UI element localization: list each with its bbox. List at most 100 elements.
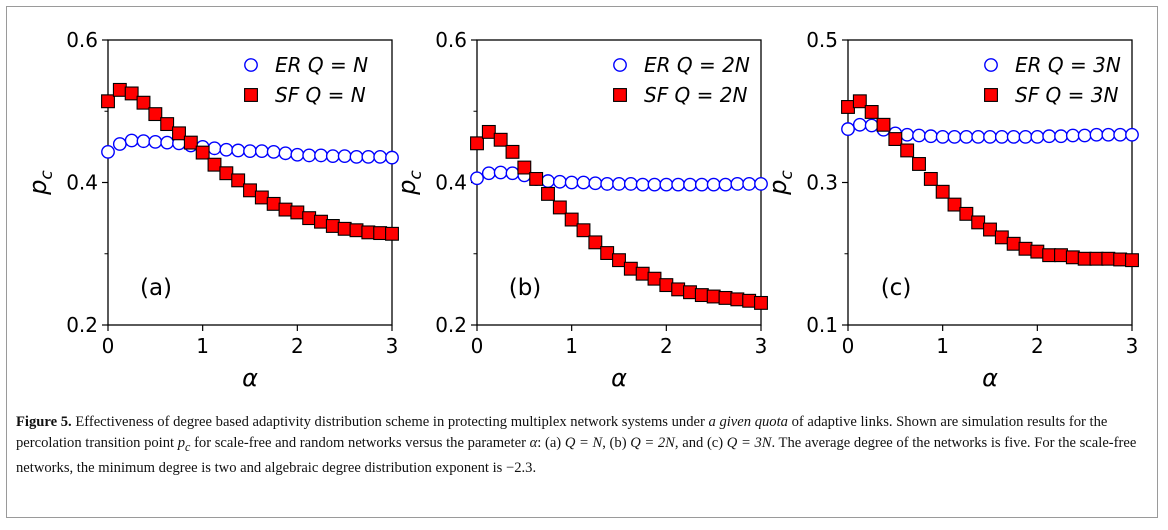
- caption-text: , and (c): [675, 435, 727, 451]
- er-data-point: [125, 134, 137, 146]
- caption-emphasis: a given quota: [709, 414, 788, 430]
- er-data-point: [1067, 129, 1079, 141]
- er-data-point: [854, 119, 866, 131]
- er-data-point: [577, 176, 589, 188]
- sf-data-point: [1078, 252, 1091, 265]
- figure-caption: Figure 5. Effectiveness of degree based …: [16, 412, 1154, 479]
- sf-data-point: [936, 185, 949, 198]
- sf-data-point: [589, 236, 602, 249]
- sf-data-point: [184, 136, 197, 149]
- er-data-point: [636, 178, 648, 190]
- sf-data-point: [279, 203, 292, 216]
- er-data-point: [648, 178, 660, 190]
- sf-data-point: [303, 212, 316, 225]
- sf-data-point: [291, 206, 304, 219]
- er-data-point: [291, 149, 303, 161]
- panel-label: (b): [509, 275, 542, 301]
- sf-data-point: [648, 272, 661, 285]
- sf-data-point: [695, 289, 708, 302]
- er-data-point: [707, 178, 719, 190]
- y-tick-label: 0.2: [435, 313, 467, 337]
- er-data-point: [494, 166, 506, 178]
- sf-data-point: [901, 144, 914, 157]
- er-data-point: [996, 131, 1008, 143]
- er-data-point: [936, 131, 948, 143]
- sf-data-point: [208, 158, 221, 171]
- er-data-point: [114, 138, 126, 150]
- er-data-point: [506, 167, 518, 179]
- er-data-point: [542, 175, 554, 187]
- sf-data-point: [889, 133, 902, 146]
- sf-data-point: [1090, 252, 1103, 265]
- sf-data-point: [255, 191, 268, 204]
- sf-data-point: [173, 127, 186, 140]
- sf-data-point: [220, 167, 233, 180]
- er-data-point: [960, 131, 972, 143]
- y-tick-label: 0.2: [66, 313, 98, 337]
- er-data-point: [613, 178, 625, 190]
- sf-data-point: [1043, 249, 1056, 262]
- x-tick-label: 1: [196, 334, 209, 358]
- panel-c: 0 1 2 3 0.1 0.3 0.5 α pc ER Q = 3N SF Q = 3N (c): [764, 28, 1138, 392]
- sf-data-point: [743, 294, 756, 307]
- legend-label: ER Q = 2N: [644, 53, 750, 77]
- caption-figure-label: Figure 5.: [16, 414, 72, 430]
- panel-b: 0 1 2 3 0.2 0.4 0.6 α pc ER Q = 2N SF Q = 2N (b): [393, 28, 767, 392]
- er-data-point: [719, 178, 731, 190]
- sf-data-point: [326, 220, 339, 233]
- sf-data-point: [482, 126, 495, 139]
- x-tick-label: 0: [471, 334, 484, 358]
- sf-data-point: [719, 292, 732, 305]
- y-axis-label: pc: [393, 170, 426, 196]
- er-data-point: [948, 131, 960, 143]
- caption-equation: Q = N: [565, 435, 602, 451]
- x-tick-label: 1: [936, 334, 949, 358]
- caption-text: : (a): [537, 435, 565, 451]
- x-tick-label: 2: [660, 334, 673, 358]
- sf-data-point: [984, 223, 997, 236]
- x-tick-label: 3: [1126, 334, 1139, 358]
- er-data-point: [696, 178, 708, 190]
- sf-data-point: [948, 198, 961, 211]
- sf-data-point: [913, 158, 926, 171]
- sf-data-point: [1031, 245, 1044, 258]
- legend-er-marker: [614, 59, 626, 71]
- y-axis-label-main: p: [393, 180, 421, 196]
- er-data-point: [1078, 129, 1090, 141]
- er-data-point: [1114, 129, 1126, 141]
- sf-data-point: [338, 222, 351, 235]
- x-axis-label: α: [611, 364, 627, 392]
- er-data-point: [660, 178, 672, 190]
- sf-data-point: [707, 290, 720, 303]
- x-tick-label: 1: [565, 334, 578, 358]
- er-data-point: [984, 131, 996, 143]
- sf-data-point: [113, 83, 126, 96]
- sf-data-point: [506, 145, 519, 158]
- sf-data-point: [1114, 253, 1127, 266]
- y-axis-label-sub: c: [406, 170, 426, 180]
- sf-data-point: [102, 95, 115, 108]
- y-axis-label-sub: c: [37, 170, 57, 180]
- er-data-point: [565, 176, 577, 188]
- er-data-point: [925, 130, 937, 142]
- legend-label: SF Q = N: [275, 83, 366, 107]
- sf-data-point: [530, 173, 543, 186]
- legend-label: ER Q = N: [275, 53, 368, 77]
- er-data-point: [137, 135, 149, 147]
- y-tick-label: 0.5: [806, 28, 838, 52]
- er-data-point: [1102, 129, 1114, 141]
- sf-data-point: [315, 215, 328, 228]
- sf-data-point: [232, 174, 245, 187]
- er-data-point: [865, 119, 877, 131]
- sf-data-point: [601, 247, 614, 260]
- x-axis-label: α: [242, 364, 258, 392]
- legend-er-marker: [985, 59, 997, 71]
- er-data-point: [672, 178, 684, 190]
- sf-data-point: [518, 161, 531, 174]
- sf-data-point: [125, 87, 138, 100]
- er-data-point: [161, 136, 173, 148]
- er-data-point: [731, 178, 743, 190]
- panel-a: 0 1 2 30.20.40.6αpcER Q = NSF Q = N(a): [24, 28, 398, 392]
- sf-data-point: [865, 106, 878, 119]
